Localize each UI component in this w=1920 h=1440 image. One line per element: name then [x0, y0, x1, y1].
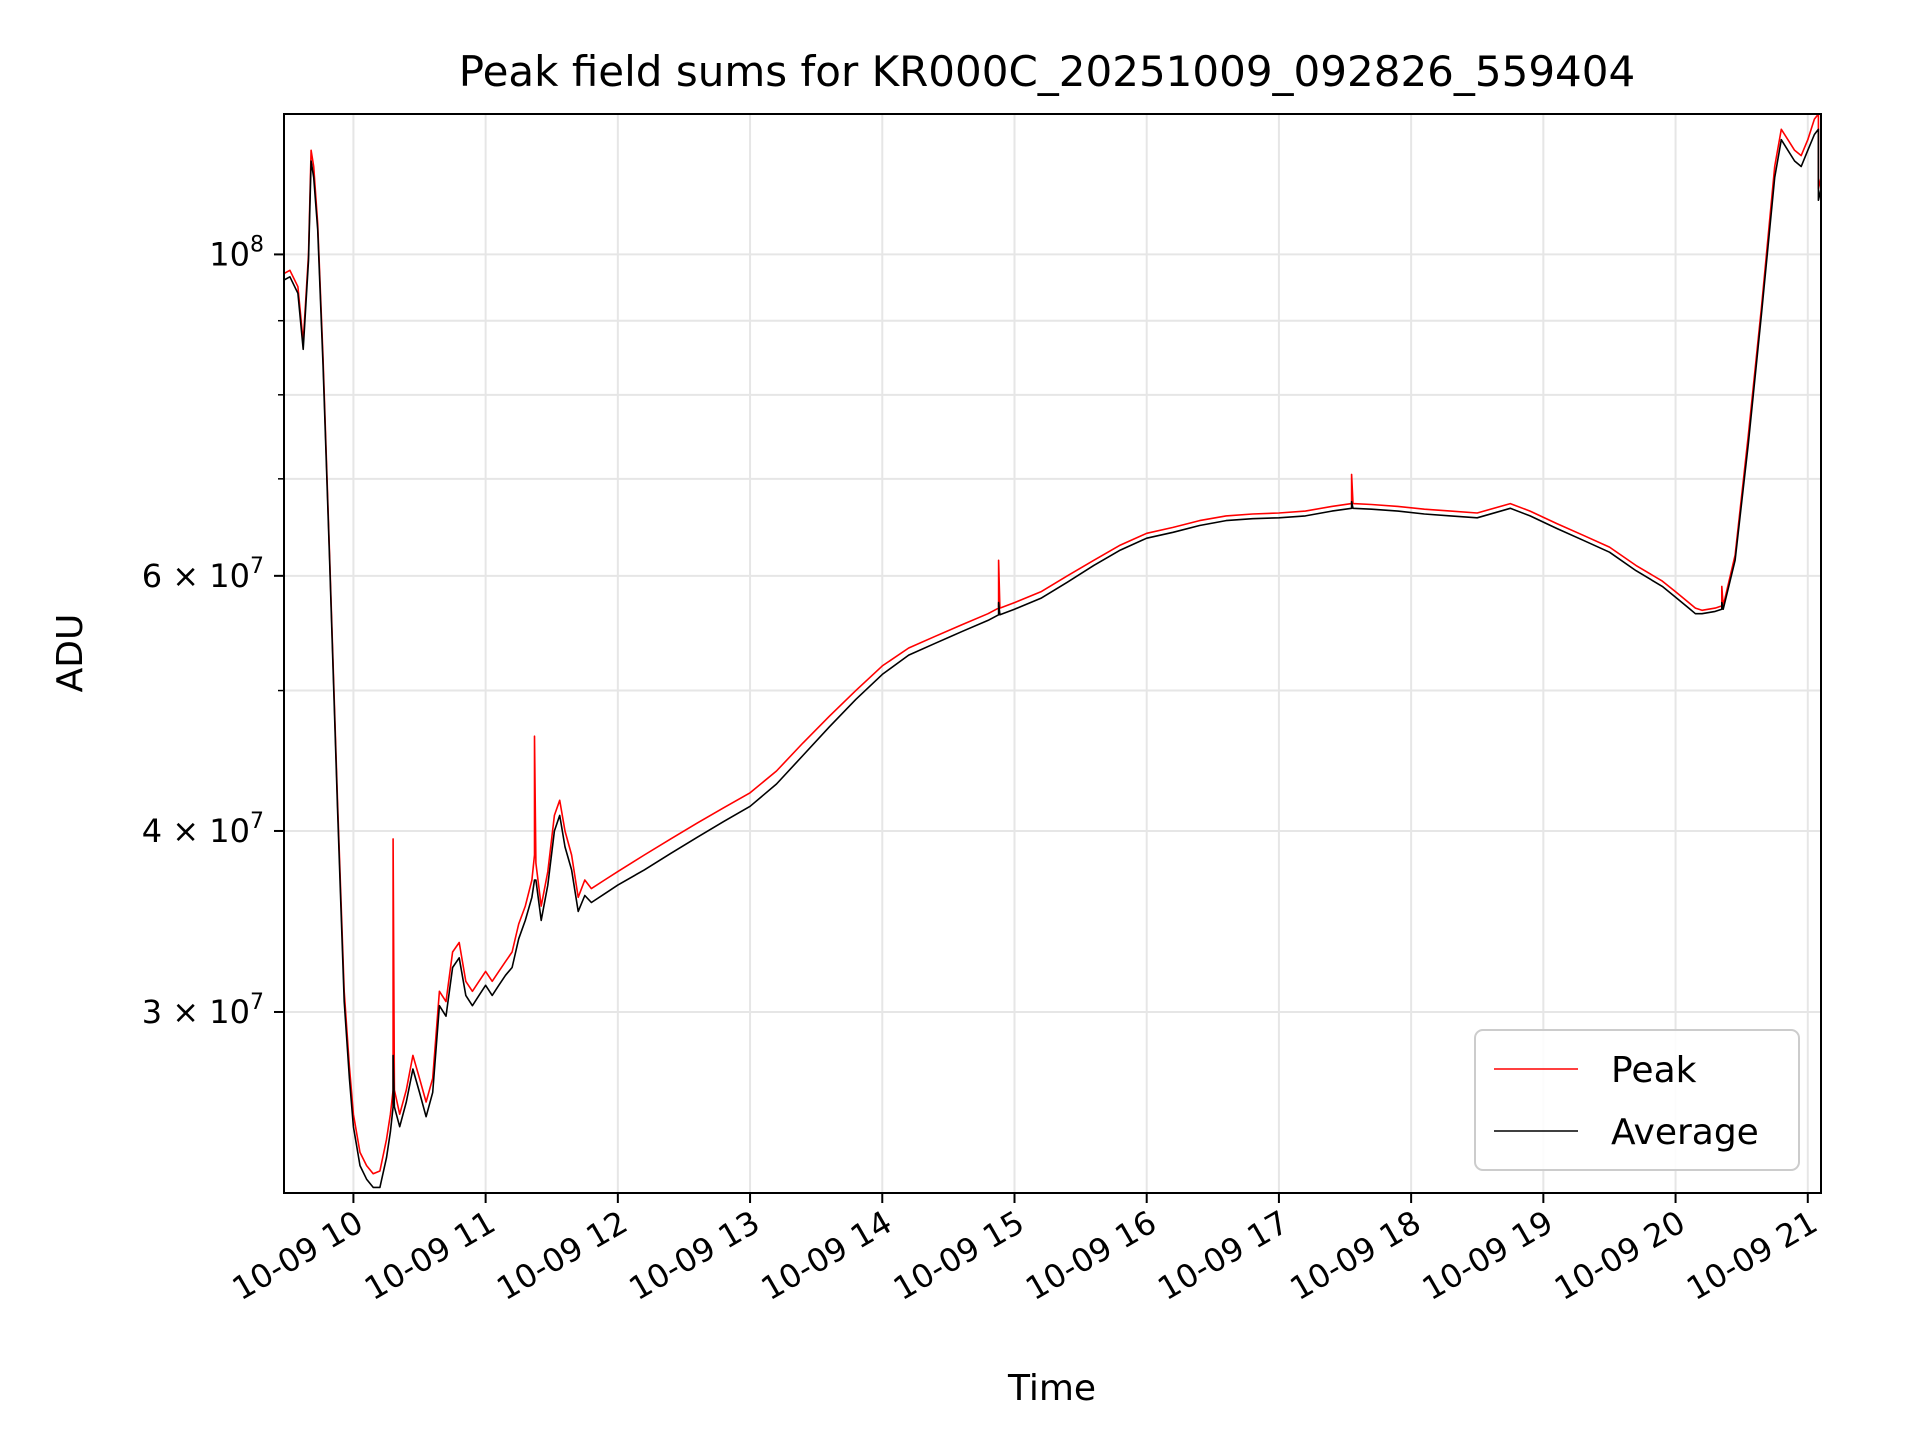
y-axis: 3 × 107 4 × 107 6 × 107 108	[142, 232, 284, 1031]
y-tick-label: 6 × 107	[142, 554, 264, 595]
y-tick-label: 108	[209, 232, 264, 273]
gridlines	[284, 114, 1821, 1193]
y-tick-label: 3 × 107	[142, 990, 264, 1031]
legend: Peak Average	[1474, 1029, 1800, 1171]
y-axis-label: ADU	[50, 614, 91, 693]
series-line-peak	[284, 114, 1821, 1175]
legend-label-peak: Peak	[1611, 1050, 1697, 1091]
plot-frame	[283, 113, 1822, 1194]
series-line-average	[284, 128, 1821, 1189]
legend-label-average: Average	[1611, 1112, 1759, 1153]
y-tick-label: 4 × 107	[142, 809, 264, 850]
x-axis-label: Time	[1007, 1368, 1096, 1409]
chart-title: Peak field sums for KR000C_20251009_0928…	[459, 47, 1635, 96]
legend-box	[1474, 1029, 1800, 1171]
series-layer	[284, 114, 1821, 1189]
